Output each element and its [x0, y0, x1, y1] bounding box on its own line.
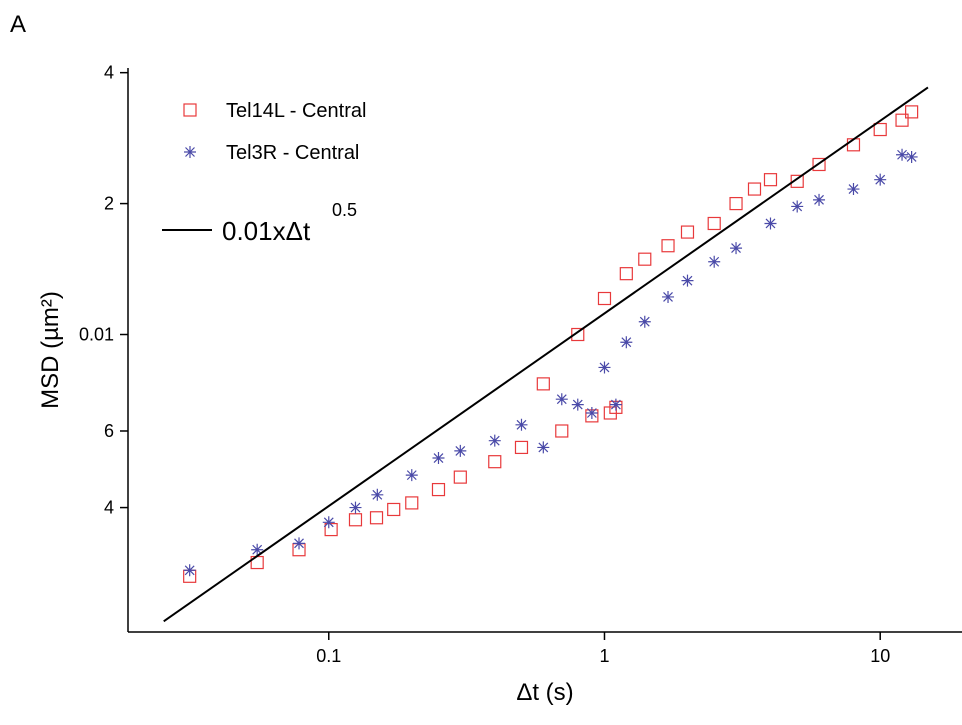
legend-marker: [184, 146, 196, 158]
marker: [431, 482, 446, 497]
fit-line: [163, 86, 929, 623]
marker: [369, 511, 384, 525]
legend-label: 0.01xΔt: [222, 216, 311, 246]
marker: [555, 393, 568, 406]
marker: [405, 496, 419, 510]
legend-label: Tel14L - Central: [226, 100, 366, 122]
marker: [661, 239, 675, 253]
marker: [324, 522, 338, 537]
marker: [896, 148, 909, 161]
marker: [747, 182, 762, 196]
marker: [895, 113, 909, 127]
marker: [349, 501, 362, 514]
marker: [874, 173, 887, 186]
marker: [598, 361, 611, 374]
y-tick-label: 6: [104, 421, 114, 441]
marker: [620, 336, 633, 349]
y-tick-label: 0.01: [79, 325, 114, 345]
legend-label: Tel3R - Central: [226, 142, 359, 164]
x-axis-label: Δt (s): [516, 679, 573, 706]
marker: [619, 267, 633, 281]
marker: [293, 537, 306, 550]
legend-marker: [183, 103, 197, 117]
panel-label: A: [10, 11, 26, 38]
marker: [348, 513, 363, 527]
marker: [609, 398, 622, 411]
marker: [790, 174, 804, 188]
marker: [405, 469, 418, 482]
marker: [680, 225, 695, 239]
y-tick-label: 2: [104, 194, 114, 214]
marker: [905, 105, 919, 119]
marker: [571, 327, 585, 342]
marker: [585, 406, 598, 419]
marker: [905, 150, 918, 163]
marker: [791, 200, 804, 213]
legend-exponent: 0.5: [332, 200, 357, 220]
marker: [322, 516, 335, 529]
marker: [251, 543, 264, 556]
x-tick-label: 1: [599, 646, 609, 666]
x-tick-label: 0.1: [316, 646, 341, 666]
marker: [571, 398, 584, 411]
marker: [707, 216, 721, 231]
marker: [387, 502, 401, 517]
marker: [812, 157, 826, 172]
y-tick-label: 4: [104, 498, 114, 518]
marker: [873, 122, 887, 137]
marker: [488, 434, 501, 447]
marker: [453, 470, 467, 484]
marker: [638, 315, 651, 328]
marker: [183, 564, 196, 577]
marker: [847, 183, 860, 196]
marker: [371, 488, 384, 501]
marker: [536, 377, 550, 391]
marker: [708, 255, 721, 268]
marker: [662, 290, 675, 303]
marker: [514, 440, 529, 455]
marker: [537, 441, 550, 454]
y-tick-label: 4: [104, 63, 114, 83]
marker: [813, 193, 826, 206]
y-axis-label: MSD (µm²): [37, 291, 64, 409]
marker: [730, 242, 743, 255]
marker: [515, 418, 528, 431]
marker: [729, 196, 743, 211]
marker: [454, 444, 467, 457]
marker: [597, 291, 612, 306]
marker: [764, 217, 777, 230]
x-tick-label: 10: [870, 646, 890, 666]
marker: [555, 424, 569, 438]
marker: [432, 452, 445, 465]
marker: [763, 173, 778, 187]
marker: [638, 252, 652, 266]
marker: [681, 274, 694, 287]
marker: [488, 455, 502, 469]
